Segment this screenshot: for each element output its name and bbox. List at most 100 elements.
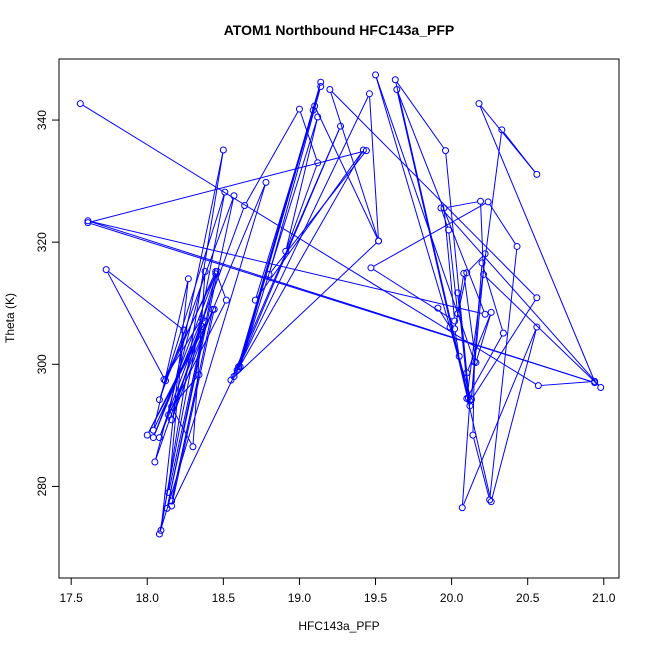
series-segment: [172, 369, 238, 504]
data-point: [311, 102, 319, 110]
data-point: [84, 217, 92, 225]
series-segment: [472, 299, 536, 398]
series-segment: [166, 274, 215, 379]
series-segment: [454, 331, 460, 354]
series-segment: [235, 152, 363, 375]
series-segment: [160, 152, 224, 528]
data-point: [469, 431, 477, 439]
series-segment: [472, 364, 475, 433]
data-point: [180, 326, 188, 334]
data-point: [470, 358, 478, 366]
series-segment: [369, 96, 379, 238]
data-point: [155, 530, 163, 538]
data-point: [314, 159, 322, 167]
data-point: [282, 247, 290, 255]
series-segment: [171, 377, 199, 499]
series-segment: [541, 381, 592, 386]
data-point: [317, 78, 325, 86]
data-point: [478, 259, 486, 267]
series-segment: [155, 329, 202, 460]
data-point: [165, 411, 173, 419]
data-point: [102, 266, 110, 274]
data-point: [149, 426, 157, 434]
data-point: [230, 192, 238, 200]
data-point: [221, 188, 229, 196]
data-point: [367, 264, 375, 272]
series-segment: [108, 271, 182, 329]
x-tick-label: 17.5: [59, 591, 83, 605]
data-point: [451, 317, 459, 325]
series-segment: [480, 204, 484, 272]
y-axis: 280 300 320 340: [35, 110, 59, 496]
data-point: [375, 237, 383, 245]
series-segment: [269, 89, 321, 272]
data-point: [467, 396, 475, 404]
series-segment: [503, 131, 536, 173]
series-segment: [256, 152, 363, 299]
x-tick-label: 19.0: [288, 591, 312, 605]
data-point: [533, 294, 541, 302]
series-segment: [167, 276, 216, 506]
data-point: [487, 498, 495, 506]
series-segment: [376, 77, 474, 360]
data-point: [201, 318, 209, 326]
data-point: [168, 502, 176, 510]
data-point: [84, 219, 92, 227]
data-point: [309, 106, 317, 114]
data-point: [499, 329, 507, 337]
data-point: [455, 352, 463, 360]
series-segment: [168, 324, 205, 490]
series-segment: [473, 437, 490, 498]
data-point: [265, 271, 273, 279]
data-point: [212, 267, 220, 275]
series-segment: [232, 242, 377, 379]
series-segment: [450, 329, 470, 399]
data-point: [189, 443, 197, 451]
series-lines: [82, 77, 600, 532]
series-segment: [172, 311, 213, 418]
data-point: [481, 250, 489, 258]
data-point: [458, 504, 466, 512]
series-segment: [463, 276, 477, 360]
y-tick-label: 280: [35, 476, 49, 496]
data-point: [198, 322, 206, 330]
data-point: [201, 267, 209, 275]
y-axis-label: Theta (K): [3, 293, 17, 343]
data-point: [498, 126, 506, 134]
series-segment: [331, 91, 536, 296]
series-segment: [240, 119, 318, 365]
series-segment: [90, 221, 483, 315]
series-segment: [90, 150, 364, 223]
data-point: [533, 170, 541, 178]
data-point: [184, 275, 192, 283]
series-segment: [286, 165, 318, 249]
data-point: [463, 369, 471, 377]
series-segment: [245, 111, 299, 204]
data-point: [76, 100, 84, 108]
series-segment: [160, 281, 189, 528]
series-segment: [160, 184, 266, 435]
data-point: [442, 147, 450, 155]
series-segment: [216, 274, 226, 298]
x-axis: 17.5 18.0 18.5 19.0 19.5 20.0 20.5 21.0: [59, 578, 616, 605]
data-point: [446, 323, 454, 331]
data-point: [393, 86, 401, 94]
x-tick-label: 20.5: [516, 591, 540, 605]
y-tick-label: 300: [35, 354, 49, 374]
series-segment: [468, 255, 484, 271]
data-point: [165, 489, 173, 497]
data-point: [533, 323, 541, 331]
series-segment: [485, 276, 599, 386]
data-point: [434, 304, 442, 312]
data-point: [454, 310, 462, 318]
series-segment: [192, 274, 206, 444]
y-tick-label: 320: [35, 232, 49, 252]
data-point: [337, 122, 345, 130]
data-point: [168, 416, 176, 424]
data-point: [597, 383, 605, 391]
series-segment: [90, 221, 592, 383]
data-point: [372, 71, 380, 79]
data-point: [317, 82, 325, 90]
data-point: [484, 198, 492, 206]
